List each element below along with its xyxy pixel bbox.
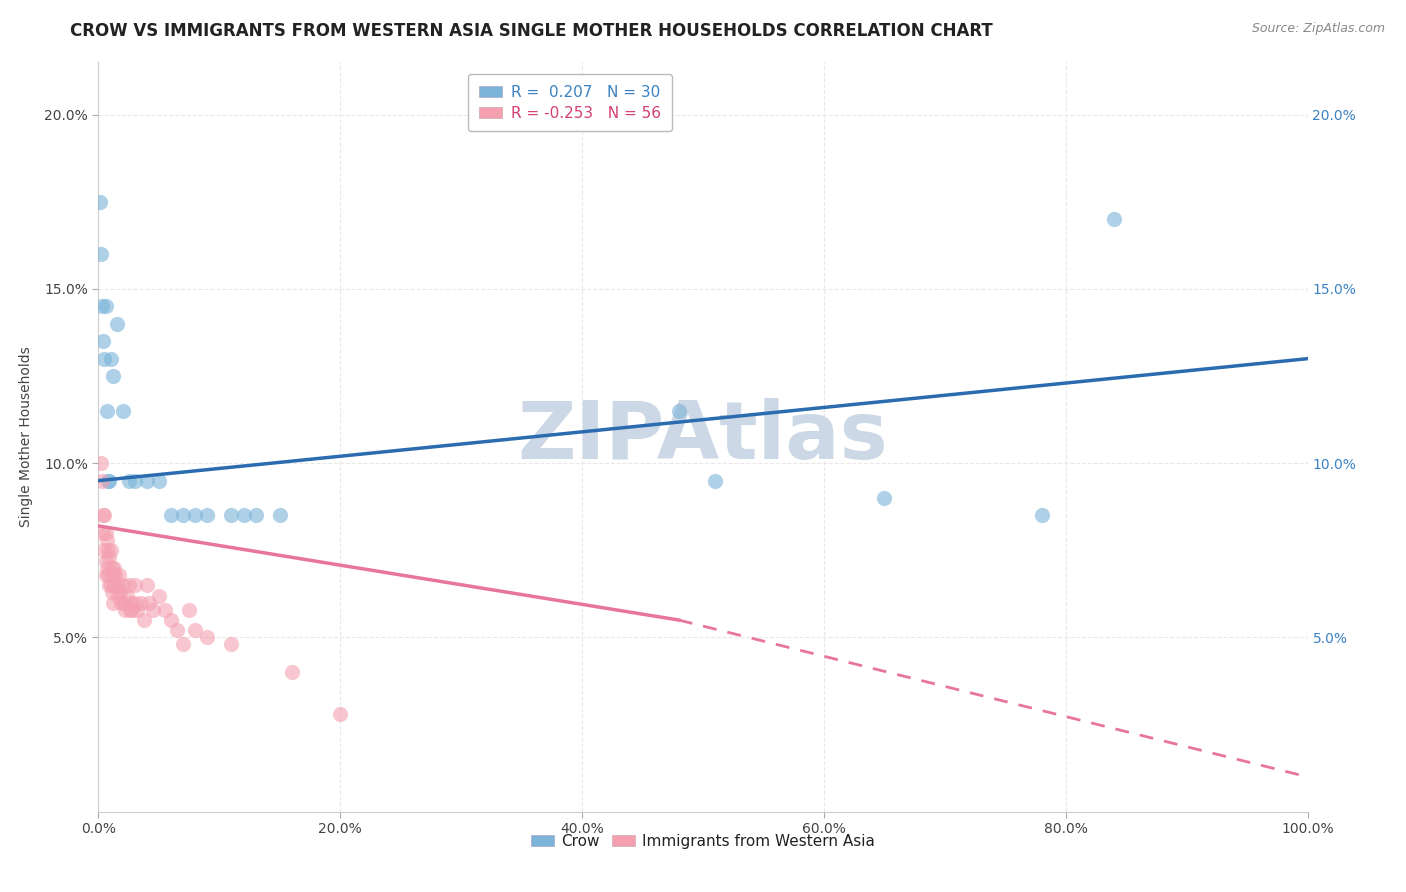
Point [172, 637, 194, 651]
Point [98, 474, 121, 488]
Point [120, 596, 142, 610]
Text: Source: ZipAtlas.com: Source: ZipAtlas.com [1251, 22, 1385, 36]
Point [166, 624, 188, 638]
Point [118, 602, 141, 616]
Text: ZIPAtlas: ZIPAtlas [517, 398, 889, 476]
Point [101, 596, 124, 610]
Point [91, 474, 114, 488]
Point [97, 567, 120, 582]
Point [121, 602, 143, 616]
Point [105, 578, 128, 592]
Text: CROW VS IMMIGRANTS FROM WESTERN ASIA SINGLE MOTHER HOUSEHOLDS CORRELATION CHART: CROW VS IMMIGRANTS FROM WESTERN ASIA SIN… [70, 22, 993, 40]
Point [94, 525, 117, 540]
Point [124, 596, 146, 610]
Point [135, 474, 157, 488]
Point [172, 508, 194, 523]
Point [184, 508, 207, 523]
Point [93, 508, 115, 523]
Point [195, 631, 218, 645]
Point [101, 369, 124, 384]
Point [114, 602, 136, 616]
Point [94, 299, 117, 313]
Point [184, 624, 207, 638]
Point [117, 589, 139, 603]
Point [100, 351, 122, 366]
Point [100, 578, 122, 592]
Point [98, 550, 121, 565]
Point [134, 613, 156, 627]
Point [90, 456, 112, 470]
Point [96, 561, 118, 575]
Point [112, 596, 135, 610]
Point [179, 602, 201, 616]
Point [148, 589, 170, 603]
Point [96, 404, 118, 418]
Point [704, 474, 727, 488]
Point [124, 578, 146, 592]
Point [110, 596, 132, 610]
Point [94, 567, 117, 582]
Point [232, 508, 254, 523]
Point [269, 508, 291, 523]
Point [142, 602, 165, 616]
Point [91, 334, 114, 349]
Point [90, 247, 112, 261]
Point [91, 508, 114, 523]
Point [195, 508, 218, 523]
Point [668, 404, 690, 418]
Point [127, 602, 149, 616]
Point [160, 613, 183, 627]
Point [138, 596, 160, 610]
Point [104, 567, 127, 582]
Point [96, 533, 118, 547]
Point [221, 637, 243, 651]
Point [93, 543, 115, 558]
Point [111, 578, 134, 592]
Point [135, 578, 157, 592]
Point [118, 578, 141, 592]
Point [103, 561, 125, 575]
Point [94, 554, 117, 568]
Point [91, 525, 114, 540]
Point [245, 508, 267, 523]
Point [100, 585, 122, 599]
Point [153, 602, 176, 616]
Point [89, 194, 111, 209]
Point [129, 596, 152, 610]
Point [98, 578, 121, 592]
Point [111, 404, 134, 418]
Point [1102, 212, 1125, 227]
Point [221, 508, 243, 523]
Point [100, 543, 122, 558]
Point [91, 299, 114, 313]
Point [105, 317, 128, 331]
Point [97, 474, 120, 488]
Y-axis label: Single Mother Households: Single Mother Households [20, 347, 32, 527]
Point [873, 491, 896, 505]
Point [107, 589, 129, 603]
Point [148, 474, 170, 488]
Point [124, 474, 146, 488]
Point [93, 351, 115, 366]
Point [103, 578, 125, 592]
Point [101, 567, 124, 582]
Point [329, 707, 352, 722]
Point [108, 567, 131, 582]
Point [118, 474, 141, 488]
Point [281, 665, 304, 680]
Point [108, 585, 131, 599]
Point [97, 543, 120, 558]
Point [100, 561, 122, 575]
Point [1031, 508, 1053, 523]
Point [160, 508, 183, 523]
Legend: Crow, Immigrants from Western Asia: Crow, Immigrants from Western Asia [523, 826, 883, 856]
